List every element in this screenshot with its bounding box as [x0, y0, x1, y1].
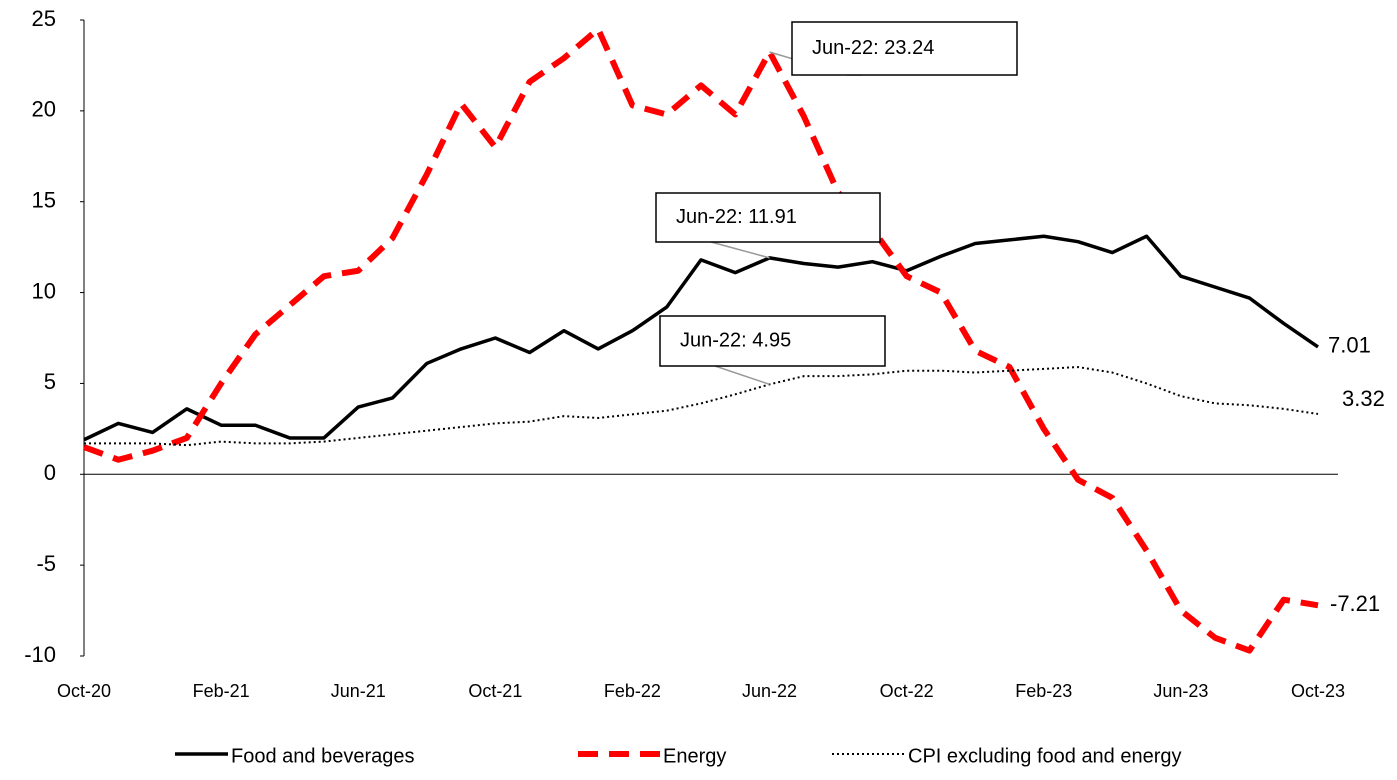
- x-tick-label: Jun-21: [331, 681, 386, 701]
- leader-line: [710, 241, 770, 259]
- annotation: Jun-22: 23.24: [812, 37, 934, 59]
- legend-label: CPI excluding food and energy: [908, 745, 1182, 767]
- x-tick-label: Feb-22: [604, 681, 661, 701]
- y-tick-label: 0: [44, 460, 56, 485]
- annotation: Jun-22: 11.91: [676, 206, 797, 228]
- series-line: [83, 234, 1319, 442]
- y-tick-label: 20: [32, 97, 56, 122]
- series-line: [82, 26, 1319, 654]
- end-label: 7.01: [1328, 333, 1371, 358]
- x-tick-label: Jun-22: [742, 681, 797, 701]
- series-line: [84, 366, 1319, 447]
- x-tick-label: Feb-21: [193, 681, 250, 701]
- legend-label: Energy: [663, 745, 726, 767]
- end-label: -7.21: [1330, 591, 1380, 616]
- y-tick-label: -10: [24, 642, 56, 667]
- y-tick-label: 15: [32, 188, 56, 213]
- y-tick-label: 10: [32, 278, 56, 303]
- y-tick-label: 25: [32, 6, 56, 31]
- x-tick-label: Oct-21: [468, 681, 522, 701]
- x-tick-label: Oct-20: [57, 681, 111, 701]
- x-tick-label: Feb-23: [1015, 681, 1072, 701]
- end-label: 3.32: [1342, 386, 1385, 411]
- leader-line: [714, 365, 770, 386]
- annotation-box: [655, 192, 881, 243]
- y-tick-label: 5: [44, 369, 56, 394]
- x-tick-label: Jun-23: [1153, 681, 1208, 701]
- annotation-box: [791, 21, 1018, 76]
- x-tick-label: Oct-22: [880, 681, 934, 701]
- annotation-box: [659, 315, 886, 367]
- legend-label: Food and beverages: [231, 745, 414, 767]
- annotation: Jun-22: 4.95: [680, 329, 791, 351]
- x-tick-label: Oct-23: [1291, 681, 1345, 701]
- y-tick-label: -5: [36, 551, 56, 576]
